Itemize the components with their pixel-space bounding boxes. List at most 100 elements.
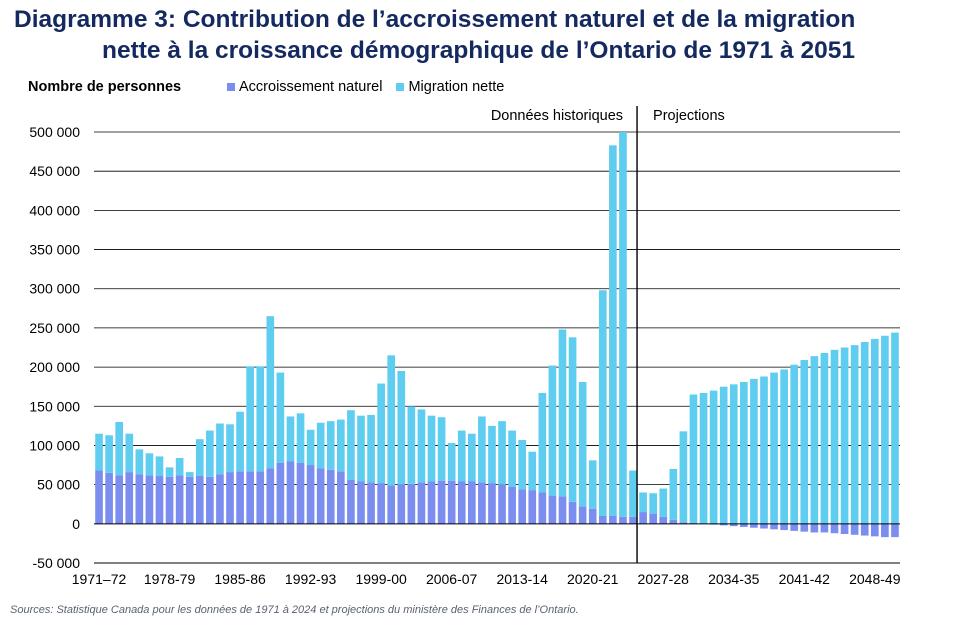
bar-natural [830,523,839,534]
legend: Accroissement naturel Migration nette [227,79,504,95]
bar-natural [195,476,204,524]
bar-natural [427,481,436,524]
bar-migration [830,349,839,524]
bar-migration [709,390,718,524]
bar-natural [105,472,113,524]
bar-migration [256,366,265,472]
bar-migration [357,415,365,482]
bar-natural [387,485,396,524]
bar-migration [95,433,103,471]
bar-migration [145,453,154,476]
bar-migration [760,376,768,524]
bar-natural [740,523,748,527]
bar-migration [175,457,184,476]
bar-migration [457,430,466,482]
bar-natural [236,471,244,524]
bar-migration [578,381,587,507]
bar-migration [226,424,234,473]
bar-natural [639,512,647,524]
bar-migration [810,356,819,524]
bar-migration [206,430,214,477]
bar-natural [870,523,879,537]
bar-migration [387,355,396,486]
bar-migration [467,433,476,482]
bar-migration [850,345,859,524]
bar-natural [145,475,154,524]
bar-migration [800,360,809,524]
bar-migration [548,365,557,496]
bar-natural [175,475,184,524]
bar-migration [740,381,748,524]
bar-natural [629,516,637,524]
bar-natural [528,490,537,524]
bar-migration [296,413,305,463]
bar-migration [629,470,637,517]
bar-natural [95,470,103,524]
bar-natural [226,472,234,524]
legend-item-migration: Migration nette [396,79,504,95]
bar-natural [719,523,728,526]
bar-migration [377,383,385,484]
bar-migration [306,429,315,466]
bar-migration [347,410,355,480]
x-tick-label: 2006-07 [426,571,478,587]
bar-migration [276,372,285,463]
bar-natural [256,471,265,524]
bar-natural [155,476,164,524]
bar-natural [407,483,416,524]
chart-title: Diagramme 3: Contribution de l’accroisse… [0,4,960,66]
bar-natural [669,519,678,524]
bar-chart: -50 000 0 50 000 100 000 150 000 200 000 250 0… [29,106,901,587]
bar-migration [649,493,657,514]
bar-natural [538,492,547,524]
y-tick-label: 250 000 [29,320,80,336]
y-tick-label: 400 000 [29,202,80,218]
bar-migration [236,411,244,472]
bar-migration [770,372,778,524]
bar-natural [881,523,889,538]
bar-natural [306,465,315,524]
bar-migration [286,416,295,462]
bar-natural [649,513,657,524]
y-tick-label: 200 000 [29,359,80,375]
bar-migration [427,415,436,482]
bar-migration [609,145,617,516]
bar-migration [538,392,547,493]
bar-natural [447,480,456,524]
y-axis-label: Nombre de personnes [28,79,182,95]
bar-migration [337,419,345,472]
bar-natural [760,523,768,529]
legend-item-natural: Accroissement naturel [227,79,382,95]
y-tick-label: 0 [72,516,80,532]
bar-migration [316,422,325,469]
bar-natural [185,476,194,524]
bar-migration [820,352,829,524]
bar-natural [206,476,214,524]
bar-migration [870,338,879,524]
bar-migration [588,460,597,509]
bar-natural [216,474,224,524]
bar-natural [770,523,778,530]
bar-natural [266,468,275,524]
bar-natural [135,474,144,524]
bar-migration [840,347,849,524]
bar-migration [266,316,275,469]
bar-natural [800,523,809,532]
bar-migration [659,488,668,517]
bar-migration [447,443,456,481]
bar-natural [860,523,869,536]
bar-natural [840,523,849,535]
bar-natural [367,482,375,524]
x-tick-label: 2034-35 [708,571,760,587]
bar-natural [619,516,627,524]
chart-title-line-1: Diagramme 3: Contribution de l’accroisse… [14,6,856,33]
x-tick-label: 2041-42 [779,571,831,587]
bar-migration [729,384,738,524]
x-tick-label: 1992-93 [285,571,337,587]
bar-migration [669,468,678,520]
legend-swatch-natural [227,83,235,91]
bar-migration [135,449,144,475]
bar-migration [780,369,788,524]
bar-migration [689,394,698,524]
bar-migration [397,371,406,485]
